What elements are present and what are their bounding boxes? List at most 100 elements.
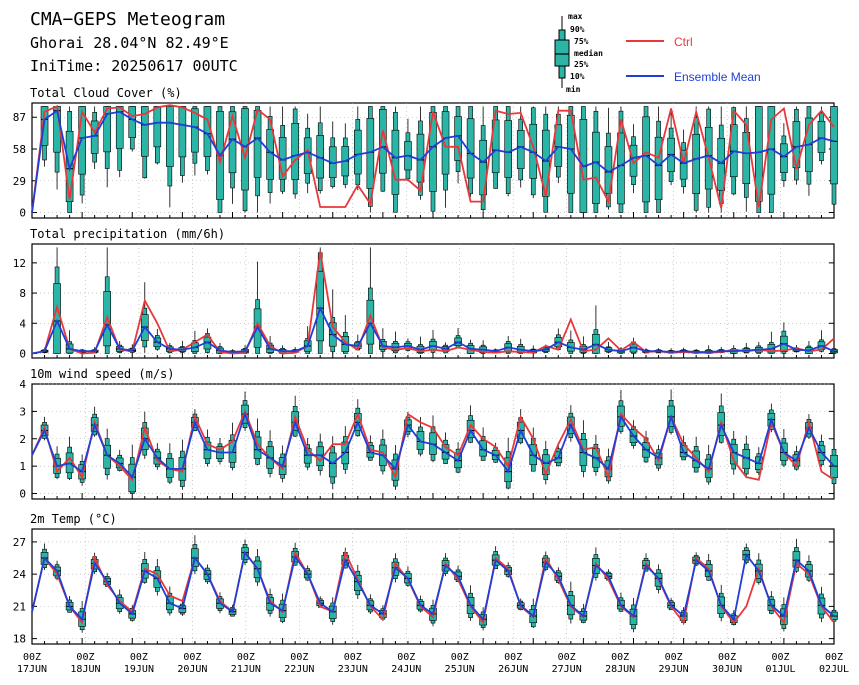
- time-tick-date: 01JUL: [765, 664, 795, 675]
- y-tick-label: 4: [19, 378, 26, 391]
- panel-wind-speed: 0 1 2 3 4: [19, 378, 838, 501]
- legend-ctrl-label: Ctrl: [674, 35, 693, 49]
- time-tick-hour: 00Z: [290, 652, 308, 663]
- ensemble-mean-series-line: [31, 305, 835, 355]
- legend-box-glyph: [554, 16, 570, 88]
- time-tick-date: 21JUN: [231, 664, 261, 675]
- time-tick-date: 19JUN: [124, 664, 154, 675]
- box-p25-p75: [466, 118, 475, 179]
- box-p25-p75: [291, 123, 299, 180]
- box-p25-p75: [454, 116, 462, 161]
- time-tick-date: 23JUN: [338, 664, 368, 675]
- box-p25-p75: [303, 137, 312, 174]
- box-p25-p75: [354, 129, 362, 175]
- y-tick-label: 18: [13, 633, 26, 646]
- time-tick-date: 22JUN: [284, 664, 314, 675]
- panel-precipitation: 0 4 8 12: [13, 243, 838, 360]
- panel-title-temp: 2m Temp (°C): [30, 512, 117, 526]
- time-tick-hour: 00Z: [76, 652, 94, 663]
- box-p25-p75: [115, 106, 124, 149]
- box-p25-p75: [103, 106, 111, 153]
- time-axis: 00Z17JUN00Z18JUN00Z19JUN00Z20JUN00Z21JUN…: [17, 652, 849, 675]
- panel-title-cloud: Total Cloud Cover (%): [30, 86, 182, 100]
- legend-mean-label: Ensemble Mean: [674, 70, 761, 84]
- time-tick-date: 18JUN: [70, 664, 100, 675]
- ctrl-series-line: [31, 104, 835, 213]
- box-p25-p75: [140, 106, 149, 157]
- time-tick-hour: 00Z: [558, 652, 576, 663]
- time-tick-hour: 00Z: [665, 652, 683, 663]
- time-tick-date: 29JUN: [659, 664, 689, 675]
- ensemble-mean-series-line: [31, 411, 835, 479]
- box-p25-p75: [541, 129, 550, 197]
- time-tick-hour: 00Z: [451, 652, 469, 663]
- time-tick-date: 28JUN: [605, 664, 635, 675]
- y-tick-label: 2: [19, 433, 26, 446]
- y-tick-label: 8: [19, 287, 26, 300]
- box-p25-p75: [391, 129, 400, 195]
- box-p25-p75: [592, 131, 600, 204]
- box-p25-p75: [717, 137, 726, 191]
- time-tick-hour: 00Z: [611, 652, 629, 663]
- y-tick-label: 24: [13, 568, 27, 581]
- box-p25-p75: [153, 106, 162, 148]
- box-p25-p75: [441, 111, 450, 175]
- legend-label-max: max: [568, 12, 583, 21]
- y-tick-label: 0: [19, 207, 26, 220]
- box-p25-p75: [679, 149, 688, 180]
- legend-label-min: min: [566, 84, 581, 94]
- init-time-label: IniTime: 20250617 00UTC: [30, 57, 238, 75]
- y-tick-label: 21: [13, 600, 26, 613]
- panel-cloud-cover: 0 29 58 87: [13, 102, 838, 220]
- legend-label-p90: 90%: [570, 25, 585, 34]
- ensemble-mean-series-line: [31, 550, 835, 622]
- y-tick-label: 3: [19, 405, 26, 418]
- box-p25-p75: [491, 119, 500, 174]
- y-tick-label: 58: [13, 143, 26, 156]
- y-tick-label: 0: [19, 488, 26, 501]
- box-p25-p75: [128, 106, 137, 138]
- box-p25-p75: [642, 116, 650, 203]
- time-tick-date: 25JUN: [445, 664, 475, 675]
- box-p25-p75: [191, 108, 199, 153]
- y-tick-label: 29: [13, 175, 26, 188]
- time-tick-hour: 00Z: [397, 652, 415, 663]
- y-tick-label: 87: [13, 111, 26, 124]
- box-p25-p75: [516, 130, 525, 169]
- box-p25-p75: [654, 136, 663, 201]
- time-tick-date: 17JUN: [17, 664, 47, 675]
- time-tick-date: 27JUN: [552, 664, 582, 675]
- time-tick-hour: 00Z: [237, 652, 255, 663]
- panel-temperature: 18 21 24 27: [13, 528, 838, 646]
- time-tick-date: 30JUN: [712, 664, 742, 675]
- time-tick-date: 24JUN: [391, 664, 421, 675]
- ensemble-mean-series-line: [31, 109, 835, 213]
- time-tick-hour: 00Z: [183, 652, 201, 663]
- time-tick-hour: 00Z: [772, 652, 790, 663]
- y-tick-label: 27: [13, 536, 26, 549]
- time-tick-date: 20JUN: [177, 664, 207, 675]
- box-p25-p75: [328, 452, 337, 478]
- y-tick-label: 1: [19, 460, 26, 473]
- location-label: Ghorai 28.04°N 82.49°E: [30, 34, 229, 52]
- time-tick-hour: 00Z: [504, 652, 522, 663]
- time-tick-date: 02JUL: [819, 664, 849, 675]
- box-p25-p75: [554, 124, 563, 167]
- legend-label-p10: 10%: [570, 72, 585, 81]
- time-tick-hour: 00Z: [130, 652, 148, 663]
- legend-inner-box: [554, 39, 570, 67]
- box-p25-p75: [780, 143, 788, 174]
- box-p25-p75: [692, 133, 700, 195]
- box-p25-p75: [166, 106, 174, 167]
- legend-label-p75: 75%: [574, 37, 589, 46]
- y-tick-label: 0: [19, 347, 26, 360]
- legend-label-median: median: [574, 48, 603, 58]
- ctrl-series-line: [31, 549, 835, 625]
- time-tick-hour: 00Z: [344, 652, 362, 663]
- box-p25-p75: [617, 132, 625, 205]
- box-p25-p75: [830, 106, 838, 185]
- box-p25-p75: [817, 120, 826, 153]
- box-p25-p75: [742, 132, 751, 184]
- time-tick-date: 26JUN: [498, 664, 528, 675]
